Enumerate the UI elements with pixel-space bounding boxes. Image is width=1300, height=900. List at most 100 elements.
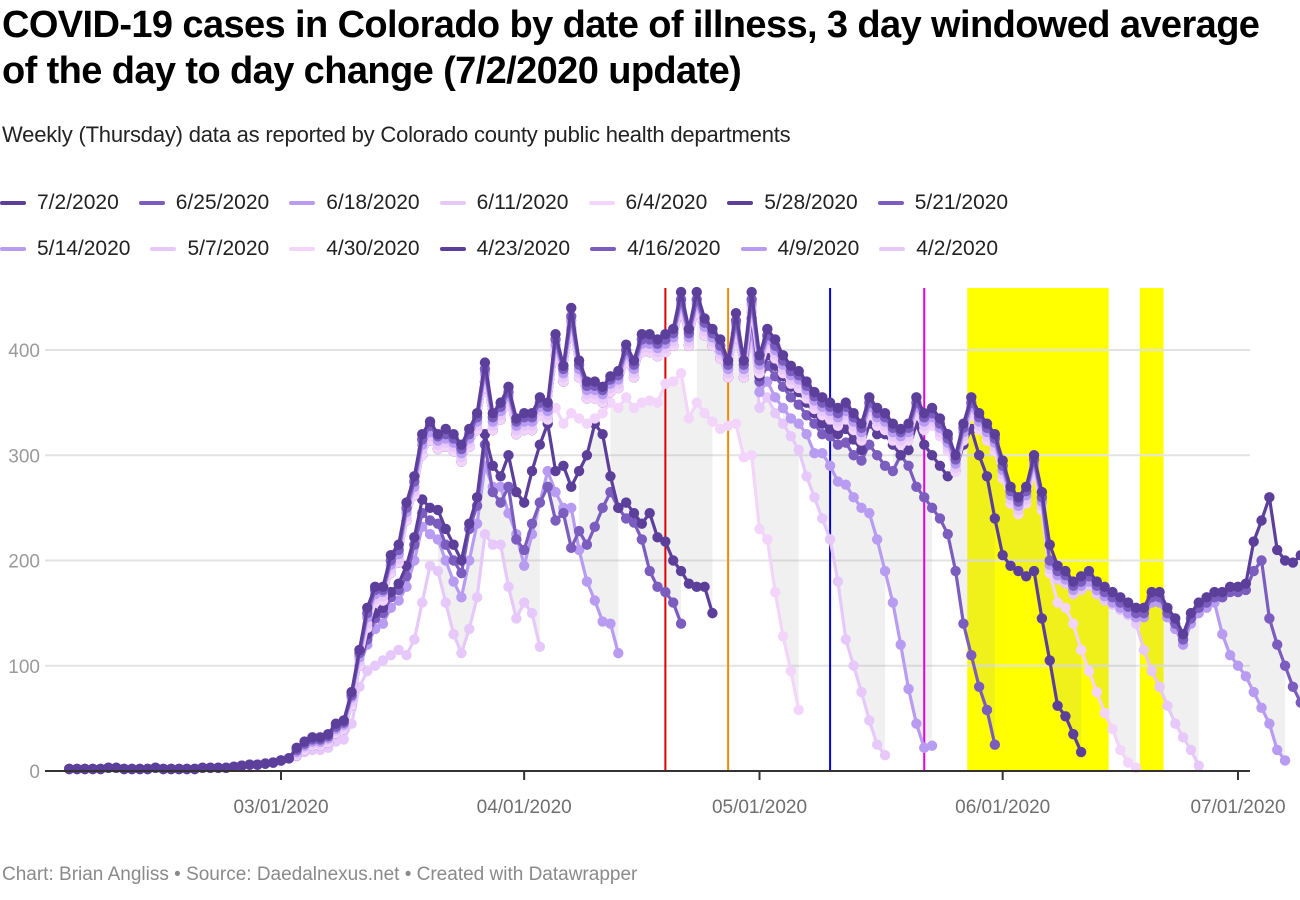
data-point bbox=[401, 581, 412, 593]
legend-label: 5/28/2020 bbox=[764, 191, 858, 214]
data-point bbox=[832, 576, 844, 587]
data-point bbox=[966, 650, 977, 661]
data-point bbox=[432, 429, 444, 440]
data-point bbox=[1217, 628, 1228, 640]
legend-item[interactable]: 4/2/2020 bbox=[879, 237, 998, 261]
legend-item[interactable]: 4/16/2020 bbox=[590, 237, 721, 261]
data-point bbox=[1013, 492, 1024, 503]
chart-credits: Chart: Brian Angliss • Source: Daedalnex… bbox=[2, 864, 638, 885]
data-point bbox=[903, 683, 914, 695]
x-axis: 03/01/2020 04/01/2020 05/01/2020 06/01/2020… bbox=[45, 770, 1286, 818]
legend-item[interactable]: 5/7/2020 bbox=[150, 237, 269, 261]
x-tick-label: 06/01/2020 bbox=[955, 797, 1050, 818]
data-point bbox=[1224, 650, 1236, 661]
data-point bbox=[275, 755, 287, 766]
data-point bbox=[503, 381, 514, 393]
data-point bbox=[1279, 555, 1291, 566]
data-point bbox=[832, 402, 844, 414]
data-point bbox=[401, 560, 412, 571]
data-point bbox=[675, 618, 687, 629]
data-point bbox=[409, 471, 420, 482]
data-point bbox=[1068, 618, 1079, 629]
data-point bbox=[416, 597, 428, 608]
data-point bbox=[1122, 757, 1134, 768]
data-point bbox=[856, 455, 867, 466]
data-point bbox=[919, 742, 930, 754]
data-point bbox=[1060, 602, 1071, 614]
legend-swatch-icon bbox=[590, 247, 617, 251]
data-point bbox=[1185, 744, 1197, 756]
data-point bbox=[558, 418, 569, 429]
series-gap-fill bbox=[783, 407, 886, 756]
data-point bbox=[919, 439, 930, 450]
legend-item[interactable]: 5/28/2020 bbox=[727, 191, 858, 215]
data-point bbox=[809, 418, 820, 429]
data-point bbox=[424, 515, 436, 526]
legend-label: 5/7/2020 bbox=[187, 237, 270, 260]
data-point bbox=[479, 429, 491, 440]
legend-row-2: 5/14/2020 5/7/2020 4/30/2020 4/23/2020 4/16/… bbox=[0, 226, 1300, 272]
legend-item[interactable]: 6/11/2020 bbox=[439, 191, 569, 215]
data-point bbox=[824, 397, 836, 408]
legend-item[interactable]: 6/4/2020 bbox=[588, 191, 708, 215]
legend-item[interactable]: 4/30/2020 bbox=[289, 237, 420, 261]
data-point bbox=[652, 397, 663, 408]
data-point bbox=[871, 429, 883, 440]
data-point bbox=[1036, 486, 1048, 498]
data-point bbox=[424, 502, 436, 514]
data-point bbox=[660, 586, 671, 598]
data-point bbox=[605, 371, 616, 382]
data-point bbox=[887, 418, 899, 429]
data-point bbox=[989, 429, 1001, 440]
y-tick-label: 100 bbox=[8, 657, 40, 678]
data-point bbox=[448, 429, 459, 440]
data-point bbox=[377, 602, 389, 614]
data-point bbox=[1185, 607, 1197, 619]
data-point bbox=[1256, 702, 1267, 714]
data-point bbox=[409, 634, 420, 645]
data-point bbox=[887, 465, 899, 477]
data-point bbox=[636, 534, 648, 545]
data-point bbox=[456, 647, 467, 659]
data-point bbox=[864, 392, 875, 403]
data-point bbox=[1279, 755, 1291, 766]
data-point bbox=[479, 528, 491, 540]
data-point bbox=[401, 650, 412, 661]
legend-item[interactable]: 6/18/2020 bbox=[289, 191, 420, 215]
legend-label: 6/4/2020 bbox=[625, 191, 708, 214]
data-point bbox=[1209, 586, 1220, 598]
data-point bbox=[511, 486, 522, 498]
data-point bbox=[573, 544, 585, 556]
data-point bbox=[456, 439, 467, 450]
data-point bbox=[1130, 602, 1142, 614]
legend-item[interactable]: 5/14/2020 bbox=[0, 237, 130, 261]
data-point bbox=[338, 734, 349, 745]
legend-item[interactable]: 5/21/2020 bbox=[877, 191, 1008, 215]
legend-item[interactable]: 7/2/2020 bbox=[0, 191, 119, 215]
legend-item[interactable]: 6/25/2020 bbox=[138, 191, 269, 215]
data-point bbox=[448, 628, 459, 640]
data-point bbox=[440, 555, 451, 566]
data-point bbox=[1075, 644, 1087, 656]
legend-swatch-icon bbox=[588, 201, 615, 205]
legend-row-1: 7/2/2020 6/25/2020 6/18/2020 6/11/2020 6/4/2… bbox=[0, 180, 1300, 226]
legend-item[interactable]: 4/9/2020 bbox=[740, 237, 859, 261]
data-point bbox=[864, 715, 875, 726]
data-point bbox=[369, 581, 381, 593]
data-point bbox=[385, 550, 397, 561]
data-point bbox=[942, 429, 953, 440]
data-point bbox=[1099, 581, 1110, 593]
data-point bbox=[1107, 586, 1118, 598]
legend-item[interactable]: 4/23/2020 bbox=[439, 237, 570, 261]
data-point bbox=[660, 378, 671, 389]
data-point bbox=[566, 407, 577, 419]
data-point bbox=[730, 418, 742, 429]
legend: 7/2/2020 6/25/2020 6/18/2020 6/11/2020 6/4/2… bbox=[0, 180, 1300, 272]
legend-swatch-icon bbox=[0, 201, 26, 205]
data-point bbox=[424, 560, 436, 571]
data-point bbox=[675, 286, 687, 298]
data-point bbox=[636, 518, 648, 529]
data-point bbox=[589, 376, 600, 387]
data-point bbox=[299, 736, 310, 747]
data-point bbox=[362, 665, 373, 677]
